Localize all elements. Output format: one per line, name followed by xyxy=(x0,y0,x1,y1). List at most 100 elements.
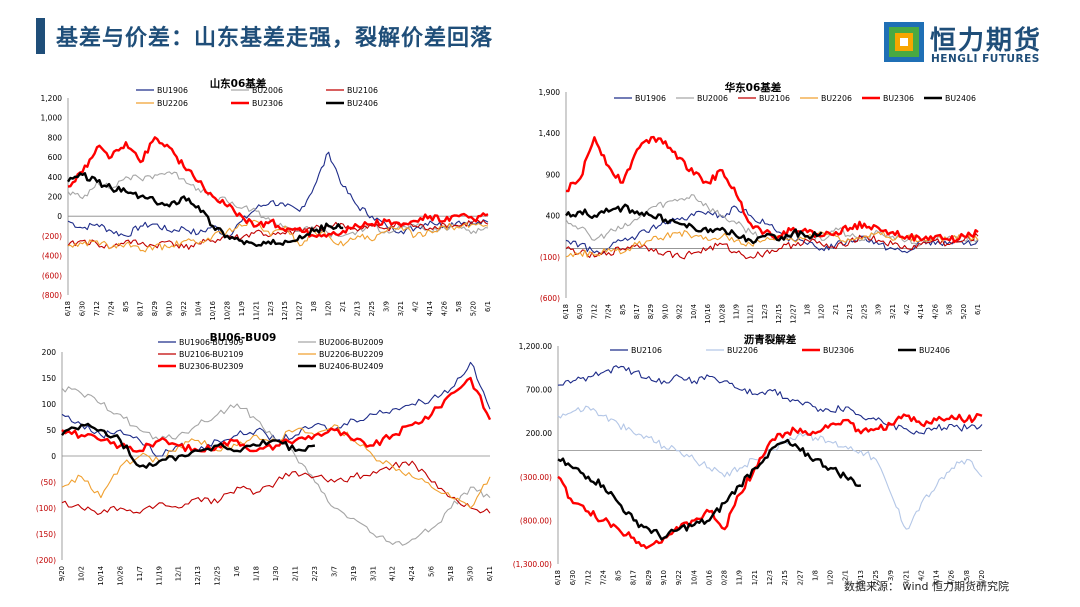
series-line-bu2306-bu2309 xyxy=(61,376,492,453)
x-tick-label: 4/12 xyxy=(389,566,397,581)
x-tick-label: 2/25 xyxy=(860,304,868,319)
y-tick-label: 800 xyxy=(48,133,63,142)
legend-label: BU2106 xyxy=(631,346,662,355)
series-line-bu1906-bu1909 xyxy=(61,361,491,457)
x-tick-label: 1/18 xyxy=(253,566,261,581)
x-tick-label: 10/16 xyxy=(705,570,713,586)
x-tick-label: 7/12 xyxy=(93,301,101,316)
x-tick-label: 2/1 xyxy=(339,301,347,312)
series-line-bu2406-bu2409 xyxy=(61,422,316,469)
x-tick-label: 4/2 xyxy=(917,570,925,581)
x-tick-label: 2/13 xyxy=(354,301,362,316)
x-tick-label: 6/18 xyxy=(64,301,72,316)
y-tick-label: (200) xyxy=(36,556,56,565)
x-tick-label: 2/13 xyxy=(857,570,865,585)
x-tick-label: 11/21 xyxy=(252,301,260,321)
y-tick-label: 1,200 xyxy=(41,94,63,103)
x-tick-label: 10/4 xyxy=(690,304,698,319)
x-tick-label: 5/6 xyxy=(428,566,436,577)
x-tick-label: 5/8 xyxy=(455,301,463,312)
legend-label: BU2206 xyxy=(727,346,758,355)
x-tick-label: 5/8 xyxy=(946,304,954,315)
x-tick-label: 11/9 xyxy=(732,304,740,319)
x-tick-label: 8/29 xyxy=(151,301,159,316)
y-tick-label: (600) xyxy=(540,294,560,303)
legend-label: BU2406 xyxy=(945,94,976,103)
x-tick-label: 4/14 xyxy=(933,570,941,585)
chart-huadong-basis: 华东06基差 1,900 1,400 900 400 (100) (600)6/18 6/30… xyxy=(539,81,982,324)
x-tick-label: 2/1 xyxy=(832,304,840,315)
x-tick-label: 2/1 xyxy=(842,570,850,581)
x-tick-label: 9/20 xyxy=(58,566,66,581)
series-line-bu1906 xyxy=(67,151,489,238)
x-tick-label: 3/21 xyxy=(902,570,910,585)
legend-label: BU2306 xyxy=(823,346,854,355)
x-tick-label: 5/20 xyxy=(470,301,478,316)
y-tick-label: 100 xyxy=(42,400,57,409)
series-line-bu2406 xyxy=(557,438,862,541)
x-tick-label: 4/26 xyxy=(948,570,956,585)
x-tick-label: 3/31 xyxy=(369,566,377,581)
y-tick-label: 1,200.00 xyxy=(519,342,553,351)
x-tick-label: 3/9 xyxy=(887,570,895,581)
x-tick-label: 4/24 xyxy=(408,566,416,581)
x-tick-label: 2/23 xyxy=(311,566,319,581)
legend-label: BU2206-BU2209 xyxy=(319,350,383,359)
x-tick-label: 1/8 xyxy=(804,304,812,315)
x-tick-label: 8/17 xyxy=(630,570,638,585)
x-tick-label: 1/20 xyxy=(818,304,826,319)
y-tick-label: 200 xyxy=(48,193,63,202)
legend-label: BU2406 xyxy=(919,346,950,355)
y-tick-label: (100) xyxy=(540,253,560,262)
x-tick-label: 11/19 xyxy=(155,566,163,586)
x-tick-label: 4/26 xyxy=(931,304,939,319)
series-line-bu2306 xyxy=(557,412,983,550)
x-tick-label: 7/12 xyxy=(584,570,592,585)
x-tick-label: 12/27 xyxy=(796,570,804,586)
series-line-bu2106 xyxy=(67,219,489,250)
legend-label: BU2306 xyxy=(252,99,283,108)
y-tick-label: 200.00 xyxy=(526,429,552,438)
x-tick-label: 1/6 xyxy=(233,566,241,577)
x-tick-label: 10/16 xyxy=(704,304,712,324)
x-tick-label: 3/7 xyxy=(330,566,338,577)
page-title: 基差与价差：山东基差走强，裂解价差回落 xyxy=(56,26,494,51)
x-tick-label: 3/21 xyxy=(397,301,405,316)
chart-title: 华东06基差 xyxy=(725,81,782,94)
x-tick-label: 8/5 xyxy=(122,301,130,312)
x-tick-label: 2/25 xyxy=(368,301,376,316)
x-tick-label: 9/22 xyxy=(675,570,683,585)
x-tick-label: 8/17 xyxy=(136,301,144,316)
x-tick-label: 10/16 xyxy=(209,301,217,321)
legend-label: BU1906 xyxy=(635,94,666,103)
y-tick-label: 600 xyxy=(48,153,63,162)
legend-label: BU2306 xyxy=(883,94,914,103)
chart-shandong-basis: 山东06基差 1,200 1,000 800 600 400 200 0 (200) (400) (… xyxy=(41,77,492,321)
y-tick-label: 0 xyxy=(51,452,56,461)
x-tick-label: 1/8 xyxy=(811,570,819,581)
chart-title: 沥青裂解差 xyxy=(744,333,797,346)
legend-label: BU2006-BU2009 xyxy=(319,338,383,347)
x-tick-label: 2/25 xyxy=(872,570,880,585)
x-tick-label: 4/14 xyxy=(917,304,925,319)
chart-title: 山东06基差 xyxy=(210,77,267,90)
y-tick-label: (800.00) xyxy=(520,516,552,525)
series-line-bu2206-bu2209 xyxy=(61,424,491,509)
x-tick-label: 11/21 xyxy=(751,570,759,586)
x-tick-label: 5/20 xyxy=(960,304,968,319)
y-tick-label: 50 xyxy=(46,426,56,435)
y-tick-label: (150) xyxy=(36,530,56,539)
series-line-bu2306 xyxy=(67,136,489,239)
series-line-bu2406 xyxy=(565,203,823,245)
y-tick-label: 1,400 xyxy=(539,129,561,138)
y-tick-label: 700.00 xyxy=(526,386,552,395)
x-tick-label: 9/22 xyxy=(676,304,684,319)
x-tick-label: 10/4 xyxy=(194,301,202,316)
legend-label: BU2006 xyxy=(697,94,728,103)
series-line-bu2406 xyxy=(66,172,344,248)
x-tick-label: 12/1 xyxy=(175,566,183,581)
x-tick-label: 12/15 xyxy=(775,304,783,324)
y-tick-label: (400) xyxy=(42,252,62,261)
x-tick-label: 5/30 xyxy=(467,566,475,581)
x-tick-label: 11/7 xyxy=(136,566,144,581)
